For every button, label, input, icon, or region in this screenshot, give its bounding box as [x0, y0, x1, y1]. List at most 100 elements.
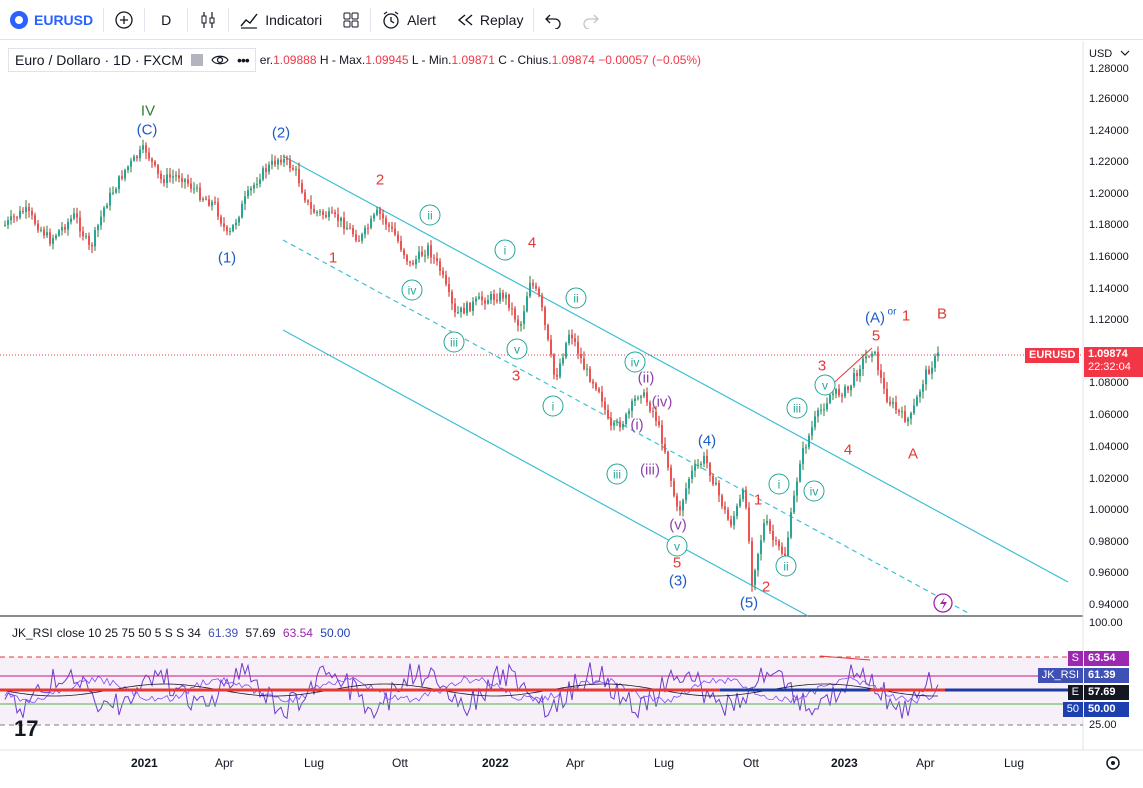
rsi-legend[interactable]: JK_RSI close 10 25 75 50 5 S S 34 61.39 5…: [12, 626, 354, 640]
circled-wave-label[interactable]: ii: [565, 287, 587, 309]
alert-button[interactable]: Alert: [371, 0, 446, 40]
rsi-tag-label: JK_RSI: [1037, 668, 1083, 683]
channel-upper-line[interactable]: [282, 155, 1069, 583]
candle-body: [205, 198, 207, 200]
circled-wave-label[interactable]: i: [768, 473, 790, 495]
candle-body: [796, 481, 798, 496]
wave-label[interactable]: 3: [511, 367, 521, 385]
legend-series-box[interactable]: Euro / Dollaro · 1D · FXCM •••: [8, 48, 256, 72]
indicators-button[interactable]: Indicatori: [229, 0, 332, 40]
channel-mid-line[interactable]: [282, 239, 971, 615]
eye-icon[interactable]: [211, 53, 229, 67]
candle-body: [535, 285, 537, 289]
wave-label[interactable]: (C): [136, 121, 158, 139]
candle-body: [190, 183, 192, 189]
candle-body: [832, 393, 834, 396]
wave-label[interactable]: 4: [527, 234, 537, 252]
alert-label: Alert: [407, 11, 436, 28]
wave-label[interactable]: 1: [901, 307, 911, 325]
candle-body: [469, 302, 471, 311]
interval-button[interactable]: D: [145, 0, 187, 40]
replay-button[interactable]: Replay: [446, 0, 534, 40]
candle-body: [823, 409, 825, 411]
candle-body: [34, 215, 36, 224]
candle-body: [109, 192, 111, 206]
candle-body: [487, 300, 489, 304]
wave-label[interactable]: (iii): [640, 461, 660, 479]
circled-wave-label[interactable]: iii: [786, 397, 808, 419]
circled-wave-label[interactable]: v: [506, 338, 528, 360]
wave-label[interactable]: 4: [843, 441, 853, 459]
circled-wave-label[interactable]: iv: [401, 279, 423, 301]
circled-wave-label[interactable]: v: [814, 374, 836, 396]
tradingview-logo-icon[interactable]: 17: [14, 716, 38, 741]
candle-body: [571, 334, 573, 339]
circled-wave-label[interactable]: ii: [419, 204, 441, 226]
circled-wave-label[interactable]: i: [542, 395, 564, 417]
wave-label[interactable]: (i): [630, 416, 644, 434]
candle-body: [370, 218, 372, 228]
candle-body: [175, 175, 177, 177]
candle-body: [115, 189, 117, 193]
candle-body: [463, 307, 465, 314]
time-tick: 2022: [482, 756, 509, 770]
wave-label[interactable]: (v): [669, 516, 687, 534]
undo-button[interactable]: [534, 0, 572, 40]
compare-button[interactable]: [104, 0, 144, 40]
candlestick-series: [4, 139, 939, 592]
circled-wave-label[interactable]: ii: [775, 555, 797, 577]
circled-wave-label[interactable]: iii: [606, 463, 628, 485]
wave-label[interactable]: (2): [271, 124, 291, 142]
currency-label[interactable]: USD: [1089, 48, 1113, 60]
templates-button[interactable]: [332, 0, 370, 40]
symbol-search-button[interactable]: EURUSD: [0, 0, 103, 40]
candle-body: [661, 424, 663, 444]
circled-wave-label[interactable]: v: [666, 535, 688, 557]
candle-body: [484, 300, 486, 304]
redo-button[interactable]: [572, 0, 610, 40]
circled-wave-label[interactable]: iv: [803, 480, 825, 502]
candle-body: [493, 294, 495, 300]
chevron-down-icon[interactable]: [1120, 50, 1130, 58]
candle-body: [457, 312, 459, 314]
channel-lower-line[interactable]: [282, 329, 809, 617]
indicators-icon: [240, 13, 258, 29]
wave-label[interactable]: 3: [817, 357, 827, 375]
candle-body: [226, 227, 228, 232]
wave-label[interactable]: (4): [697, 432, 717, 450]
wave-label[interactable]: (1): [217, 249, 237, 267]
wave-label[interactable]: or: [887, 306, 897, 318]
price-tick: 1.06000: [1089, 409, 1129, 421]
wave-label[interactable]: (3): [668, 572, 688, 590]
wave-label[interactable]: 2: [375, 171, 385, 189]
candle-body: [628, 410, 630, 415]
wave-label[interactable]: 5: [672, 554, 682, 572]
candle-body: [889, 401, 891, 405]
candle-body: [667, 451, 669, 468]
settings-gear-icon[interactable]: [1106, 756, 1120, 770]
wave-label[interactable]: (5): [739, 594, 759, 612]
wave-label[interactable]: 1: [328, 249, 338, 267]
wave-label[interactable]: B: [936, 305, 948, 323]
wave-label[interactable]: (A): [865, 309, 885, 327]
wave-label[interactable]: 5: [871, 327, 881, 345]
rsi-axis-100: 100.00: [1089, 617, 1123, 629]
candle-body: [307, 200, 309, 203]
wave-label[interactable]: 2: [761, 578, 771, 596]
candle-body: [901, 411, 903, 413]
wave-label[interactable]: 1: [753, 491, 763, 509]
wave-label[interactable]: IV: [140, 102, 156, 120]
wave-label[interactable]: (iv): [651, 393, 673, 411]
candle-body: [277, 159, 279, 165]
hide-square-icon[interactable]: [191, 54, 204, 66]
wave-label[interactable]: (ii): [637, 369, 655, 387]
candle-body: [913, 405, 915, 414]
circled-wave-label[interactable]: iv: [624, 351, 646, 373]
circled-wave-label[interactable]: iii: [443, 331, 465, 353]
more-icon[interactable]: •••: [237, 52, 250, 68]
candle-body: [634, 398, 636, 402]
circled-wave-label[interactable]: i: [494, 239, 516, 261]
chart-type-button[interactable]: [188, 0, 228, 40]
wave-label[interactable]: A: [907, 445, 919, 463]
